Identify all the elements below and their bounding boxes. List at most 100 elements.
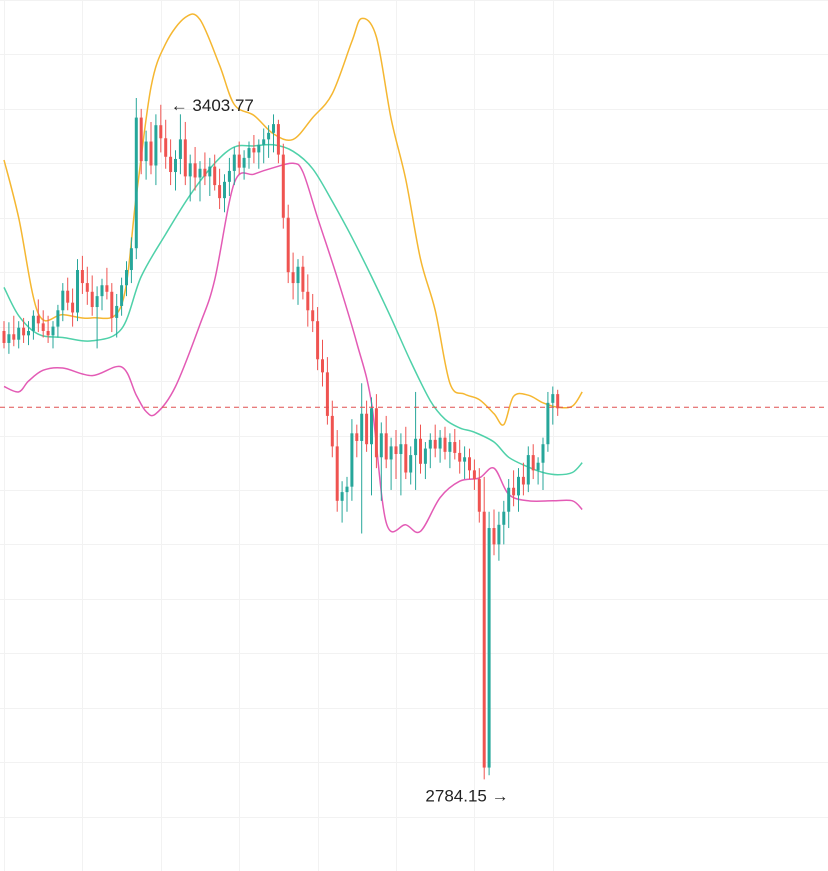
candle-down bbox=[477, 468, 481, 523]
candle-down bbox=[521, 462, 525, 496]
candle-body bbox=[198, 168, 202, 178]
candle-body bbox=[517, 476, 520, 496]
candle-body bbox=[31, 315, 35, 331]
candle-body bbox=[17, 327, 21, 340]
candle-up bbox=[350, 419, 354, 501]
candle-up bbox=[448, 433, 452, 469]
lower-band-line bbox=[3, 162, 583, 534]
candle-body bbox=[512, 487, 516, 496]
max-price-label: ← 3403.77 bbox=[171, 96, 254, 115]
candle-body bbox=[51, 326, 55, 336]
candle-body bbox=[438, 437, 442, 449]
candle-down bbox=[531, 444, 535, 480]
candle-body bbox=[90, 291, 94, 308]
candle-down bbox=[281, 143, 285, 229]
candle-up bbox=[227, 157, 231, 196]
candle-body bbox=[404, 444, 408, 473]
candle-up bbox=[232, 146, 236, 186]
candle-up bbox=[27, 321, 30, 346]
candle-body bbox=[154, 125, 158, 166]
candle-body bbox=[345, 486, 349, 493]
candle-body bbox=[134, 117, 138, 249]
candle-body bbox=[286, 217, 290, 273]
candle-down bbox=[80, 255, 84, 294]
candle-up bbox=[370, 397, 373, 496]
candle-up bbox=[56, 304, 60, 338]
candle-down bbox=[374, 394, 378, 469]
candle-body bbox=[502, 511, 506, 525]
candle-down bbox=[12, 315, 16, 347]
candle-down bbox=[365, 400, 369, 452]
candle-body bbox=[433, 439, 437, 449]
candle-down bbox=[36, 299, 40, 333]
candle-body bbox=[306, 291, 310, 311]
candle-down bbox=[384, 415, 388, 469]
candle-body bbox=[178, 139, 182, 159]
candle-down bbox=[203, 152, 207, 186]
candle-body bbox=[526, 455, 530, 485]
candle-body bbox=[443, 437, 447, 452]
candle-up bbox=[502, 500, 506, 545]
candle-body bbox=[242, 157, 246, 168]
candle-body bbox=[237, 154, 241, 168]
candle-body bbox=[95, 296, 99, 308]
candle-up bbox=[257, 139, 261, 169]
candle-up bbox=[296, 259, 300, 305]
candle-up bbox=[379, 422, 383, 501]
candle-body bbox=[423, 448, 427, 464]
candle-up bbox=[76, 259, 79, 322]
candles-layer bbox=[2, 97, 560, 780]
candle-body bbox=[409, 455, 413, 473]
candle-down bbox=[311, 293, 315, 333]
candle-down bbox=[149, 121, 153, 175]
candle-up bbox=[541, 437, 545, 490]
candle-body bbox=[120, 285, 124, 306]
candle-body bbox=[325, 372, 329, 416]
candle-body bbox=[80, 270, 84, 284]
candle-up bbox=[409, 446, 413, 485]
candle-down bbox=[291, 252, 295, 300]
candle-body bbox=[110, 291, 114, 318]
bollinger-bands bbox=[3, 13, 583, 534]
candle-up bbox=[188, 154, 192, 202]
candle-body bbox=[414, 438, 418, 456]
candle-body bbox=[472, 470, 476, 480]
candle-up bbox=[345, 476, 349, 512]
candle-down bbox=[301, 255, 305, 300]
candle-body bbox=[536, 462, 540, 471]
candle-up bbox=[115, 293, 119, 338]
candle-up bbox=[389, 437, 393, 490]
candle-up bbox=[120, 277, 124, 316]
candle-down bbox=[316, 307, 320, 371]
candle-up bbox=[526, 446, 530, 493]
candle-up bbox=[340, 481, 344, 523]
candle-up bbox=[223, 174, 226, 213]
candle-down bbox=[139, 108, 143, 175]
candle-down bbox=[472, 459, 476, 490]
candle-up bbox=[125, 261, 128, 297]
candle-up bbox=[174, 150, 177, 191]
middle-band-line bbox=[3, 143, 583, 476]
candle-down bbox=[335, 430, 339, 512]
candle-body bbox=[468, 457, 471, 471]
candle-up bbox=[551, 386, 555, 425]
candle-up bbox=[154, 114, 158, 186]
candle-up bbox=[546, 391, 550, 452]
candle-down bbox=[276, 119, 280, 164]
candle-down bbox=[237, 141, 241, 175]
candle-body bbox=[208, 166, 212, 177]
candle-body bbox=[7, 334, 11, 343]
candle-down bbox=[218, 168, 222, 210]
candle-body bbox=[487, 528, 491, 768]
candle-body bbox=[193, 163, 197, 178]
candle-body bbox=[384, 433, 388, 460]
candle-up bbox=[463, 446, 467, 480]
candle-body bbox=[2, 330, 6, 343]
candle-body bbox=[159, 125, 163, 139]
candle-body bbox=[41, 323, 45, 331]
candle-body bbox=[227, 170, 231, 182]
candle-up bbox=[507, 479, 511, 529]
candle-down bbox=[2, 321, 6, 349]
